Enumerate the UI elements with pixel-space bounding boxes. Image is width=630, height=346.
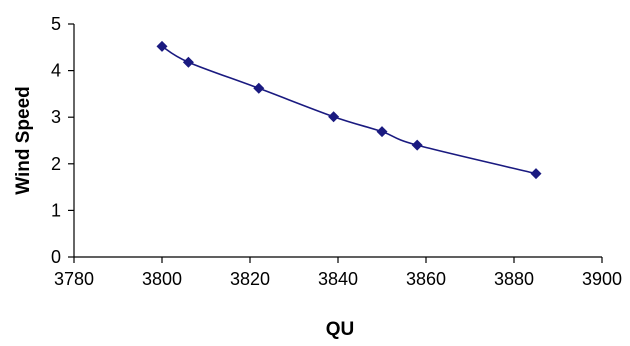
x-tick-label: 3900 <box>582 269 622 289</box>
x-tick-label: 3840 <box>318 269 358 289</box>
data-point-marker <box>157 41 168 52</box>
y-tick-label: 1 <box>51 200 61 220</box>
x-tick-label: 3880 <box>494 269 534 289</box>
data-point-marker <box>253 83 264 94</box>
x-tick-label: 3820 <box>230 269 270 289</box>
data-point-marker <box>377 126 388 137</box>
x-ticks: 3780 3800 3820 3840 3860 3880 3900 <box>54 257 622 289</box>
y-ticks: 0 1 2 3 4 5 <box>51 14 74 267</box>
x-tick-label: 3860 <box>406 269 446 289</box>
data-point-marker <box>412 140 423 151</box>
x-tick-label: 3800 <box>142 269 182 289</box>
series-layer <box>157 41 542 179</box>
data-point-marker <box>183 57 194 68</box>
data-point-marker <box>328 111 339 122</box>
y-axis-title: Wind Speed <box>13 86 34 195</box>
axes <box>74 24 602 257</box>
x-tick-label: 3780 <box>54 269 94 289</box>
y-tick-label: 3 <box>51 107 61 127</box>
y-tick-label: 4 <box>51 61 61 81</box>
series-line <box>162 46 536 173</box>
data-point-marker <box>531 168 542 179</box>
y-tick-label: 2 <box>51 154 61 174</box>
y-tick-label: 5 <box>51 14 61 34</box>
y-tick-label: 0 <box>51 247 61 267</box>
x-axis-title: QU <box>326 319 355 340</box>
